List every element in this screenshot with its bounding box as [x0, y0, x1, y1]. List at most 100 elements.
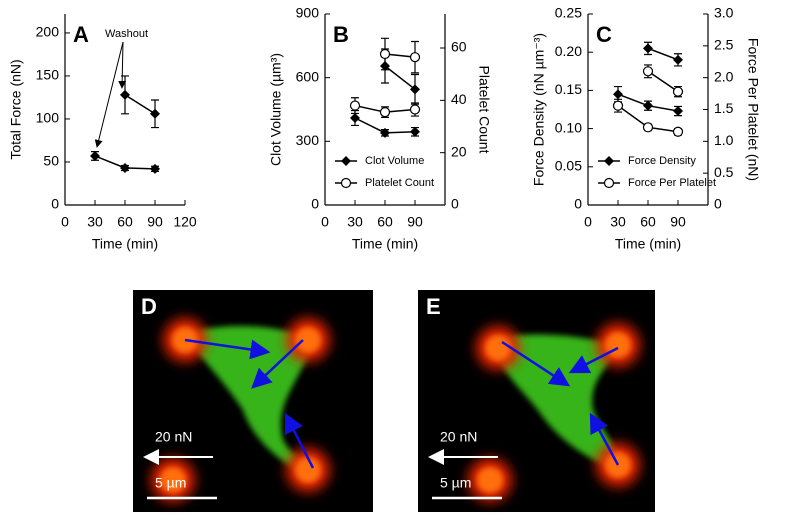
data-point — [613, 89, 623, 100]
panel-label: B — [333, 22, 349, 47]
x-axis-label: Time (min) — [352, 236, 418, 252]
data-point — [379, 48, 391, 60]
bead — [485, 335, 511, 361]
y-tick-label: 0 — [311, 196, 319, 212]
y-axis-label: Force Density (nN µm⁻³) — [531, 33, 547, 186]
x-tick-label: 60 — [117, 214, 133, 230]
data-point — [120, 89, 130, 100]
y2-tick-label: 0.5 — [714, 164, 734, 180]
series-line — [124, 94, 156, 115]
y-tick-label: 0 — [51, 196, 59, 212]
length-scale-label: 5 µm — [155, 475, 186, 491]
y-tick-label: 0.20 — [555, 43, 582, 59]
data-point — [603, 177, 615, 189]
bead — [160, 467, 186, 493]
x-tick-label: 30 — [610, 214, 626, 230]
x-axis-label: Time (min) — [92, 236, 158, 252]
force-arrow — [251, 339, 304, 389]
y-tick-label: 0.10 — [555, 119, 582, 135]
series-line — [647, 70, 679, 93]
legend-label: Force Per Platelet — [628, 177, 716, 189]
data-point — [379, 107, 391, 118]
force-arrow — [589, 412, 620, 466]
x-tick-label: 90 — [147, 214, 163, 230]
y-tick-label: 200 — [36, 24, 60, 40]
y2-tick-label: 0 — [714, 196, 722, 212]
y2-axis-label: Force Per Platelet (nN) — [745, 38, 761, 181]
x-tick-label: 0 — [584, 214, 592, 230]
y-tick-label: 0.05 — [555, 158, 582, 174]
y2-tick-label: 1.5 — [714, 100, 734, 116]
data-point — [672, 86, 684, 97]
data-point — [350, 112, 360, 123]
x-tick-label: 30 — [87, 214, 103, 230]
y2-tick-label: 2.5 — [714, 37, 734, 53]
y2-tick-label: 20 — [451, 143, 467, 159]
y-tick-label: 100 — [36, 110, 60, 126]
force-arrow — [284, 412, 315, 469]
data-point — [604, 156, 614, 166]
x-tick-label: 30 — [347, 214, 363, 230]
panel-label: D — [141, 294, 157, 319]
data-point — [380, 127, 390, 138]
force-scale-label: 20 nN — [440, 429, 477, 445]
panel-label: C — [596, 22, 612, 47]
y2-tick-label: 1.0 — [714, 132, 734, 148]
y-tick-label: 300 — [296, 132, 320, 148]
bead — [477, 467, 503, 493]
panel-label: A — [73, 22, 89, 47]
force-arrow — [568, 346, 619, 374]
annotation: Washout — [105, 28, 148, 40]
series-line — [384, 65, 416, 90]
legend-label: Force Density — [628, 155, 696, 167]
data-point — [410, 126, 420, 137]
y2-tick-label: 2.0 — [714, 68, 734, 84]
y-axis-label: Total Force (nN) — [8, 59, 24, 159]
x-tick-label: 90 — [407, 214, 423, 230]
bead — [605, 332, 631, 358]
green-clot — [183, 325, 313, 475]
x-tick-label: 60 — [640, 214, 656, 230]
force-scale-label: 20 nN — [155, 429, 192, 445]
panel-label: E — [426, 294, 441, 319]
data-point — [409, 104, 421, 115]
y-tick-label: 900 — [296, 5, 320, 21]
series-line — [647, 47, 679, 61]
x-tick-label: 60 — [377, 214, 393, 230]
bead — [295, 457, 321, 483]
micrograph: E 20 nN 5 µm — [418, 290, 655, 512]
y-tick-label: 0 — [574, 196, 582, 212]
annotation-arrow — [94, 41, 124, 148]
x-axis-label: Time (min) — [615, 236, 681, 252]
y-tick-label: 150 — [36, 67, 60, 83]
length-scale-label: 5 µm — [440, 475, 471, 491]
bead — [295, 327, 321, 353]
data-point — [349, 100, 361, 111]
data-point — [150, 108, 160, 119]
force-arrow — [184, 338, 271, 360]
data-point — [673, 106, 683, 117]
x-tick-label: 90 — [670, 214, 686, 230]
data-point — [672, 126, 684, 137]
data-point — [612, 100, 624, 111]
legend-label: Clot Volume — [365, 155, 424, 167]
annotation-arrow — [118, 41, 127, 89]
data-point — [340, 177, 352, 189]
x-tick-label: 0 — [321, 214, 329, 230]
micrograph: D 20 nN 5 µm — [133, 290, 373, 512]
data-point — [150, 163, 160, 174]
data-point — [643, 100, 653, 111]
data-point — [409, 52, 421, 63]
data-point — [642, 66, 654, 77]
y-tick-label: 600 — [296, 68, 320, 84]
y-axis-label: Clot Volume (µm³) — [268, 53, 284, 166]
data-point — [642, 122, 654, 133]
data-point — [410, 84, 420, 95]
y2-tick-label: 40 — [451, 91, 467, 107]
data-point — [341, 156, 351, 166]
data-point — [643, 43, 653, 54]
y2-axis-label: Platelet Count — [476, 66, 492, 154]
y2-tick-label: 3.0 — [714, 5, 734, 21]
y2-tick-label: 0 — [451, 196, 459, 212]
